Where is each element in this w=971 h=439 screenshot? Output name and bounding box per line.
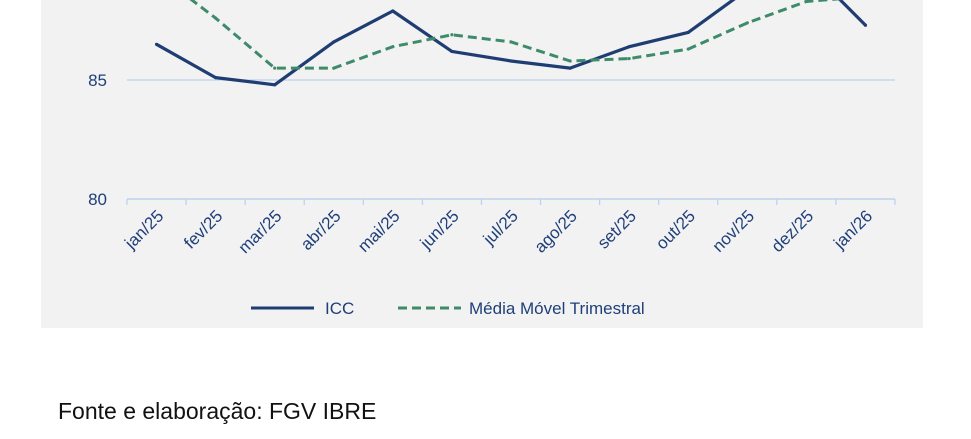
legend: ICC Média Móvel Trimestral <box>251 299 645 318</box>
data-point <box>568 66 572 70</box>
x-tick-label: abr/25 <box>297 206 345 254</box>
y-axis-ticks: 80 85 <box>88 71 107 209</box>
x-tick-label: mar/25 <box>235 206 286 257</box>
data-point <box>214 76 218 80</box>
data-point <box>686 47 690 51</box>
x-tick-label: jul/25 <box>479 206 522 249</box>
data-point <box>332 66 336 70</box>
x-tick-label: jun/25 <box>416 206 463 253</box>
x-axis-ticks: jan/25 fev/25 mar/25 abr/25 mai/25 jun/25 jul/… <box>120 206 876 257</box>
x-tick-label: out/25 <box>652 206 699 253</box>
data-point <box>509 40 513 44</box>
data-point <box>332 40 336 44</box>
x-tick-label: dez/25 <box>768 206 818 256</box>
data-point <box>863 23 868 27</box>
data-point <box>450 33 454 37</box>
chart-panel: 80 85 jan/25 fev/25 mar/25 abr/25 mai/25 jun/2… <box>41 0 923 328</box>
series-line-media-movel <box>189 0 844 70</box>
legend-label: Média Móvel Trimestral <box>469 299 645 318</box>
data-point <box>627 45 631 49</box>
x-tick-label: fev/25 <box>180 206 226 252</box>
x-tick-label: mai/25 <box>354 206 404 256</box>
series-lines <box>154 0 868 87</box>
data-point <box>154 42 159 46</box>
data-point <box>273 66 277 70</box>
x-tick-label: jan/25 <box>120 206 167 253</box>
data-point <box>568 59 572 63</box>
y-tick-label: 85 <box>88 71 107 90</box>
y-tick-label: 80 <box>88 190 107 209</box>
data-point <box>804 0 808 4</box>
data-point <box>627 56 631 61</box>
data-point <box>745 21 749 25</box>
x-tick-label: jan/26 <box>829 206 876 253</box>
data-point <box>391 45 395 49</box>
x-tick-label: ago/25 <box>531 206 581 256</box>
data-point <box>391 9 395 13</box>
line-chart: 80 85 jan/25 fev/25 mar/25 abr/25 mai/25 jun/2… <box>88 0 896 318</box>
x-axis <box>126 198 896 205</box>
data-point <box>509 59 513 63</box>
data-point <box>273 83 277 87</box>
legend-label: ICC <box>325 299 354 318</box>
x-tick-label: nov/25 <box>709 206 759 256</box>
x-tick-label: set/25 <box>594 206 640 252</box>
data-point <box>214 16 218 20</box>
data-point <box>450 49 454 54</box>
source-note: Fonte e elaboração: FGV IBRE <box>58 398 377 424</box>
data-point <box>686 30 690 34</box>
